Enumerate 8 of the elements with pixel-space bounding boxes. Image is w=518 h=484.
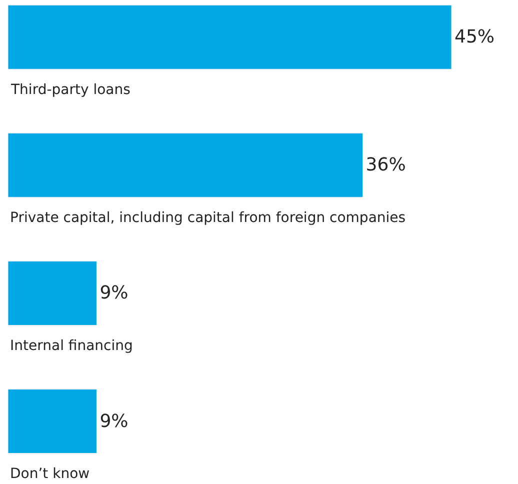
y-tick-label: Don’t know (10, 466, 90, 482)
data-label: 9% (100, 282, 128, 304)
data-label: 36% (366, 154, 406, 176)
y-tick-label: Third-party loans (10, 82, 130, 98)
data-label: 9% (100, 410, 128, 432)
data-label: 45% (454, 26, 494, 48)
y-tick-label: Internal financing (10, 338, 133, 354)
y-tick-label: Private capital, including capital from foreign companies (10, 210, 406, 226)
